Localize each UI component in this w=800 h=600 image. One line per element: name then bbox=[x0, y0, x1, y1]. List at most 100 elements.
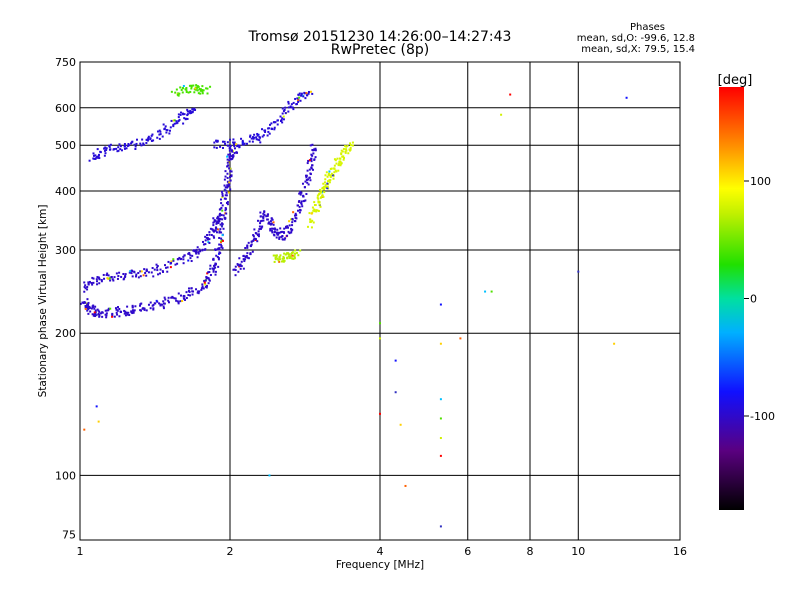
echo-point bbox=[220, 202, 223, 205]
echo-point bbox=[190, 87, 193, 90]
echo-point bbox=[190, 84, 193, 87]
echo-point bbox=[95, 278, 98, 281]
echo-point bbox=[179, 111, 182, 114]
echo-point bbox=[283, 108, 286, 111]
echo-point bbox=[262, 134, 265, 137]
echo-point bbox=[219, 243, 222, 246]
echo-point bbox=[176, 258, 179, 261]
echo-point bbox=[142, 274, 145, 277]
echo-point bbox=[183, 117, 186, 120]
echo-point bbox=[312, 149, 315, 152]
echo-point bbox=[613, 342, 616, 345]
echo-point bbox=[439, 525, 442, 528]
echo-point bbox=[117, 275, 120, 278]
echo-point bbox=[176, 262, 179, 265]
echo-point bbox=[252, 239, 255, 242]
echo-point bbox=[226, 158, 229, 161]
echo-point bbox=[220, 239, 223, 242]
echo-point bbox=[84, 305, 87, 308]
x-tick-label: 1 bbox=[77, 545, 84, 558]
grid bbox=[80, 62, 680, 540]
echo-point bbox=[139, 275, 142, 278]
echo-point bbox=[87, 312, 90, 315]
echo-point bbox=[298, 205, 301, 208]
echo-point bbox=[314, 147, 317, 150]
echo-point bbox=[94, 305, 97, 308]
echo-point bbox=[200, 288, 203, 291]
echo-point bbox=[326, 185, 329, 188]
echo-point bbox=[173, 119, 176, 122]
echo-point bbox=[134, 145, 137, 148]
echo-point bbox=[201, 240, 204, 243]
echo-point bbox=[216, 255, 219, 258]
echo-point bbox=[174, 297, 177, 300]
echo-point bbox=[221, 146, 224, 149]
echo-point bbox=[294, 220, 297, 223]
echo-point bbox=[301, 182, 304, 185]
echo-point bbox=[252, 137, 255, 140]
echo-point bbox=[305, 178, 308, 181]
echo-point bbox=[118, 143, 121, 146]
echo-point bbox=[214, 262, 217, 265]
echo-point bbox=[181, 87, 184, 90]
echo-point bbox=[297, 200, 300, 203]
echo-point bbox=[150, 271, 153, 274]
echo-point bbox=[309, 173, 312, 176]
echo-point bbox=[84, 287, 87, 290]
echo-point bbox=[340, 149, 343, 152]
echo-point bbox=[218, 218, 221, 221]
echo-point bbox=[274, 121, 277, 124]
echo-point bbox=[266, 214, 269, 217]
echo-point bbox=[221, 196, 224, 199]
echo-point bbox=[290, 103, 293, 106]
echo-point bbox=[208, 233, 211, 236]
echo-point bbox=[177, 113, 180, 116]
echo-point bbox=[149, 307, 152, 310]
echo-point bbox=[490, 290, 493, 293]
echo-point bbox=[333, 171, 336, 174]
echo-point bbox=[95, 156, 98, 159]
echo-point bbox=[156, 136, 159, 139]
echo-point bbox=[294, 216, 297, 219]
echo-point bbox=[333, 164, 336, 167]
echo-point bbox=[295, 214, 298, 217]
echo-point bbox=[312, 221, 315, 224]
echo-point bbox=[282, 255, 285, 258]
echo-point bbox=[342, 157, 345, 160]
echo-point bbox=[179, 86, 182, 89]
echo-point bbox=[213, 141, 216, 144]
echo-point bbox=[162, 305, 165, 308]
echo-point bbox=[243, 142, 246, 145]
echo-point bbox=[213, 220, 216, 223]
echo-point bbox=[126, 305, 129, 308]
echo-point bbox=[144, 271, 147, 274]
echo-point bbox=[170, 119, 173, 122]
echo-point bbox=[229, 138, 232, 141]
echo-point bbox=[226, 165, 229, 168]
echo-point bbox=[113, 276, 116, 279]
echo-point bbox=[231, 150, 234, 153]
echo-point bbox=[260, 219, 263, 222]
echo-point bbox=[250, 137, 253, 140]
echo-point bbox=[259, 222, 262, 225]
echo-point bbox=[169, 126, 172, 129]
echo-point bbox=[349, 144, 352, 147]
echo-point bbox=[259, 215, 262, 218]
echo-point bbox=[216, 228, 219, 231]
echo-point bbox=[166, 266, 169, 269]
echo-point bbox=[97, 156, 100, 159]
echo-point bbox=[295, 103, 298, 106]
echo-point bbox=[247, 241, 250, 244]
echo-point bbox=[119, 310, 122, 313]
echo-point bbox=[126, 313, 129, 316]
echo-point bbox=[193, 91, 196, 94]
echo-point bbox=[211, 228, 214, 231]
echo-point bbox=[192, 84, 195, 87]
echo-point bbox=[201, 283, 204, 286]
echo-point bbox=[404, 484, 407, 487]
echo-point bbox=[281, 117, 284, 120]
echo-point bbox=[170, 90, 173, 93]
echo-point bbox=[399, 423, 402, 426]
echo-point bbox=[230, 170, 233, 173]
echo-point bbox=[347, 152, 350, 155]
